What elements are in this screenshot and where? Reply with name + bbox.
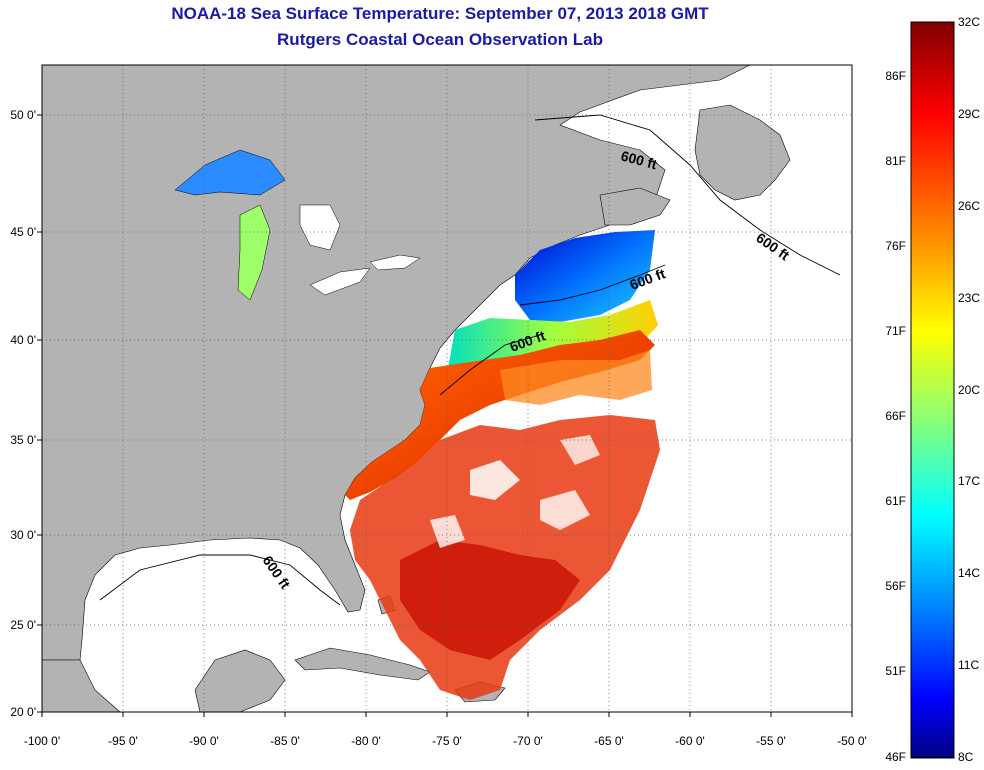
cuba-land	[294, 647, 431, 681]
temperature-colorbar	[910, 21, 955, 759]
longitude-tick-label: -50 0'	[837, 734, 867, 748]
lake-huron	[299, 204, 341, 251]
latitude-tick-label: 50 0'	[10, 108, 36, 122]
longitude-tick-label: -80 0'	[351, 734, 381, 748]
isobath-gulf-maine	[519, 264, 666, 306]
longitude-tick-label: -100 0'	[24, 734, 60, 748]
colorbar-fahrenheit-label: 81F	[885, 154, 906, 168]
colorbar-fahrenheit-label: 56F	[885, 579, 906, 593]
colorbar-fahrenheit-label: 61F	[885, 494, 906, 508]
isobath-north	[534, 114, 841, 276]
longitude-tick-label: -65 0'	[594, 734, 624, 748]
colorbar-celsius-label: 8C	[958, 750, 974, 764]
newfoundland-land	[694, 104, 791, 201]
latitude-tick-label: 25 0'	[10, 618, 36, 632]
sst-data-layer	[345, 230, 660, 700]
great-lakes-layer	[174, 149, 421, 301]
colorbar-fahrenheit-label: 51F	[885, 664, 906, 678]
latitude-tick-label: 35 0'	[10, 433, 36, 447]
isobath-gulf	[99, 554, 341, 606]
longitude-tick-label: -85 0'	[270, 734, 300, 748]
latitude-tick-label: 45 0'	[10, 225, 36, 239]
graticule	[42, 65, 852, 712]
gulf-of-maine-sst	[515, 230, 655, 322]
map-subtitle: Rutgers Coastal Ocean Observation Lab	[277, 30, 603, 49]
longitude-axis: -100 0' -95 0' -90 0' -85 0' -80 0' -75 0' -70…	[24, 712, 867, 748]
isobath-contours	[99, 114, 841, 606]
slope-sst	[500, 350, 652, 405]
latitude-tick-label: 30 0'	[10, 528, 36, 542]
longitude-tick-label: -90 0'	[189, 734, 219, 748]
lake-ontario	[369, 254, 421, 271]
colorbar-celsius-label: 17C	[958, 474, 980, 488]
longitude-tick-label: -70 0'	[513, 734, 543, 748]
colorbar-labels: 32C 29C 26C 23C 20C 17C 14C 11C 8C 86F 81F 76F 71F 66…	[885, 15, 980, 764]
colorbar-celsius-label: 29C	[958, 107, 980, 121]
bahamas-warm-sst	[400, 540, 580, 660]
colorbar-fahrenheit-label: 71F	[885, 324, 906, 338]
colorbar-celsius-label: 23C	[958, 291, 980, 305]
colorbar-fahrenheit-label: 46F	[885, 750, 906, 764]
latitude-tick-label: 40 0'	[10, 333, 36, 347]
lake-superior	[174, 149, 286, 196]
lake-michigan	[237, 204, 271, 301]
colorbar-celsius-label: 20C	[958, 383, 980, 397]
colorbar-fahrenheit-label: 76F	[885, 239, 906, 253]
latitude-axis: 50 0' 45 0' 40 0' 35 0' 30 0' 25 0' 20 0'	[10, 108, 42, 719]
nova-scotia-land	[599, 187, 671, 226]
latitude-tick-label: 20 0'	[10, 705, 36, 719]
land-layer	[41, 64, 791, 713]
longitude-tick-label: -55 0'	[756, 734, 786, 748]
colorbar-celsius-label: 14C	[958, 566, 980, 580]
longitude-tick-label: -75 0'	[432, 734, 462, 748]
colorbar-celsius-label: 11C	[958, 658, 979, 672]
colorbar-fahrenheit-label: 86F	[885, 69, 906, 83]
longitude-tick-label: -95 0'	[108, 734, 138, 748]
lake-erie	[309, 267, 371, 296]
longitude-tick-label: -60 0'	[675, 734, 705, 748]
colorbar-fahrenheit-label: 66F	[885, 409, 906, 423]
colorbar-celsius-label: 26C	[958, 199, 980, 213]
colorbar-celsius-label: 32C	[958, 15, 980, 29]
map-title: NOAA-18 Sea Surface Temperature: Septemb…	[171, 4, 709, 23]
